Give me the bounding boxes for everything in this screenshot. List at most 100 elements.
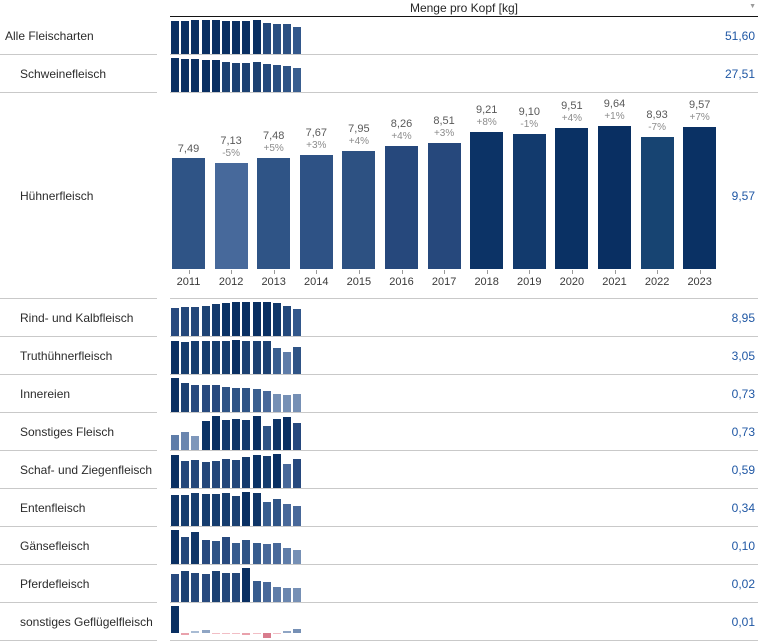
mini-bar-2020	[262, 456, 271, 488]
mini-bar-2021	[273, 419, 281, 450]
table-row: Alle Fleischarten 51,60	[0, 17, 771, 55]
mini-bar-2016	[222, 303, 230, 336]
row-total-value: 8,95	[731, 310, 755, 325]
row-label-3[interactable]: Rind- und Kalbfleisch	[0, 299, 157, 337]
mini-bar-2021	[273, 24, 281, 54]
mini-bar-2013	[191, 573, 200, 602]
row-chart-cell: 0,34	[170, 489, 758, 527]
mini-bar-2014	[201, 60, 210, 92]
detail-bar-2023[interactable]	[683, 127, 717, 269]
filter-icon[interactable]: ▼	[749, 3, 756, 10]
mini-bar-chart	[171, 568, 302, 602]
row-label-2[interactable]: Hühnerfleisch	[0, 93, 157, 299]
detail-bar-2014[interactable]	[299, 155, 333, 269]
measure-title[interactable]: Menge pro Kopf [kg]	[409, 1, 519, 15]
bar-value-label: 8,51	[433, 115, 455, 127]
mini-bar-2018	[242, 420, 251, 450]
mini-bar-2013	[191, 460, 200, 488]
mini-bar-2018	[242, 633, 251, 635]
bar-value-label: 7,48	[262, 130, 285, 142]
mini-bar-2020	[262, 64, 271, 92]
mini-bar-chart	[171, 416, 302, 450]
detail-bar-2022[interactable]	[640, 137, 674, 269]
detail-bar-2015[interactable]	[342, 151, 376, 269]
mini-bar-2011	[171, 58, 179, 92]
mini-bar-2011	[171, 495, 179, 526]
detail-bar-2019[interactable]	[512, 134, 546, 269]
mini-bar-2018	[242, 63, 251, 92]
mini-bar-2015	[211, 20, 220, 54]
axis-year-label: 2012	[218, 276, 244, 288]
mini-bar-2012	[181, 461, 190, 488]
row-label-11[interactable]: sonstiges Geflügelfleisch	[0, 603, 157, 641]
mini-bar-2022	[283, 464, 292, 488]
mini-bar-2020	[262, 502, 271, 526]
row-chart-cell: 0,02	[170, 565, 758, 603]
mini-bar-2017	[232, 63, 241, 92]
mini-bar-2021	[273, 587, 281, 602]
detail-bar-2013[interactable]	[257, 158, 291, 269]
mini-bar-2013	[191, 385, 200, 412]
mini-bar-2022	[283, 66, 292, 92]
mini-bar-2021	[273, 303, 281, 336]
row-label-10[interactable]: Pferdefleisch	[0, 565, 157, 603]
detail-bar-2017[interactable]	[427, 143, 461, 269]
row-total-value: 0,02	[731, 576, 755, 591]
row-label-4[interactable]: Truthühnerfleisch	[0, 337, 157, 375]
bar-growth-label: -1%	[520, 119, 539, 130]
axis-year-label: 2022	[644, 276, 670, 288]
mini-bar-2012	[181, 383, 190, 412]
mini-bar-2012	[181, 537, 190, 564]
detail-bar-2021[interactable]	[598, 126, 631, 269]
row-label-8[interactable]: Entenfleisch	[0, 489, 157, 527]
bar-growth-label: -5%	[222, 148, 240, 159]
row-chart-cell: 0,73	[170, 375, 758, 413]
mini-bar-2016	[222, 537, 230, 564]
measure-column-header[interactable]: Menge pro Kopf [kg] ▼	[170, 0, 758, 17]
row-total-value: 0,34	[731, 500, 755, 515]
detail-bar-2011[interactable]	[172, 158, 205, 269]
mini-bar-2014	[201, 462, 210, 488]
row-total-value: 3,05	[731, 348, 755, 363]
detail-bar-2016[interactable]	[385, 146, 418, 269]
mini-bar-2019	[252, 633, 261, 634]
bar-growth-label: +4%	[348, 136, 370, 147]
mini-bar-2020	[262, 391, 271, 412]
detail-bar-2020[interactable]	[555, 128, 589, 269]
table-header: Menge pro Kopf [kg] ▼	[0, 0, 771, 17]
axis-tick	[444, 270, 446, 274]
mini-bar-chart	[171, 492, 302, 526]
detail-bar-2018[interactable]	[470, 132, 504, 269]
row-total-value: 51,60	[724, 28, 755, 43]
mini-bar-2014	[201, 574, 210, 602]
row-label-6[interactable]: Sonstiges Fleisch	[0, 413, 157, 451]
mini-bar-chart	[171, 530, 302, 564]
mini-bar-2021	[273, 633, 281, 634]
mini-bar-2019	[252, 493, 261, 526]
table-row: Schaf- und Ziegenfleisch 0,59	[0, 451, 771, 489]
mini-bar-2014	[201, 630, 210, 633]
axis-tick	[571, 270, 573, 274]
row-label-5[interactable]: Innereien	[0, 375, 157, 413]
detail-bar-2012[interactable]	[214, 163, 248, 269]
row-label-7[interactable]: Schaf- und Ziegenfleisch	[0, 451, 157, 489]
mini-bar-2023	[293, 588, 302, 602]
table-row: Sonstiges Fleisch 0,73	[0, 413, 771, 451]
bar-growth-label: +8%	[476, 117, 497, 128]
mini-bar-2018	[242, 492, 251, 526]
bar-growth-label: +4%	[561, 113, 583, 124]
axis-tick	[316, 270, 318, 274]
mini-bar-2016	[222, 573, 230, 602]
row-chart-cell: 0,10	[170, 527, 758, 565]
mini-bar-2020	[262, 544, 271, 564]
row-label-0[interactable]: Alle Fleischarten	[0, 17, 157, 55]
row-label-1[interactable]: Schweinefleisch	[0, 55, 157, 93]
mini-bar-2015	[211, 494, 220, 526]
row-label-9[interactable]: Gänsefleisch	[0, 527, 157, 565]
mini-bar-2016	[222, 341, 230, 374]
mini-bar-2016	[222, 633, 230, 634]
mini-bar-2020	[262, 302, 271, 336]
mini-bar-2011	[171, 378, 179, 412]
mini-bar-2013	[191, 307, 200, 336]
mini-bar-2017	[232, 496, 241, 526]
